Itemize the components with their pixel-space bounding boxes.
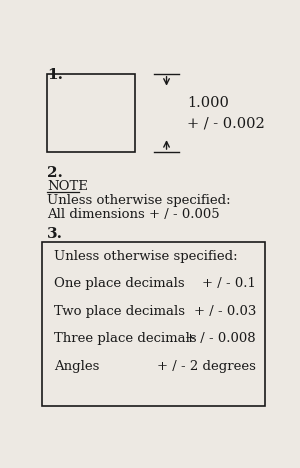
Text: All dimensions + / - 0.005: All dimensions + / - 0.005 [47,208,219,221]
Text: + / - 0.1: + / - 0.1 [202,278,256,291]
Text: Angles: Angles [54,359,99,373]
Bar [42,242,265,406]
Text: + / - 0.03: + / - 0.03 [194,305,256,318]
Text: + / - 0.008: + / - 0.008 [185,332,256,345]
Text: 1.000: 1.000 [188,96,229,110]
Text: + / - 2 degrees: + / - 2 degrees [157,359,256,373]
Text: Unless otherwise specified:: Unless otherwise specified: [47,194,230,207]
Text: + / - 0.002: + / - 0.002 [188,116,265,130]
Text: 1.: 1. [47,68,63,82]
Bar [47,74,135,152]
Text: One place decimals: One place decimals [54,278,184,291]
Text: 2.: 2. [47,166,63,180]
Text: NOTE: NOTE [47,181,88,193]
Text: Unless otherwise specified:: Unless otherwise specified: [54,250,237,263]
Text: Two place decimals: Two place decimals [54,305,185,318]
Text: 3.: 3. [47,227,63,241]
Text: Three place decimals: Three place decimals [54,332,196,345]
